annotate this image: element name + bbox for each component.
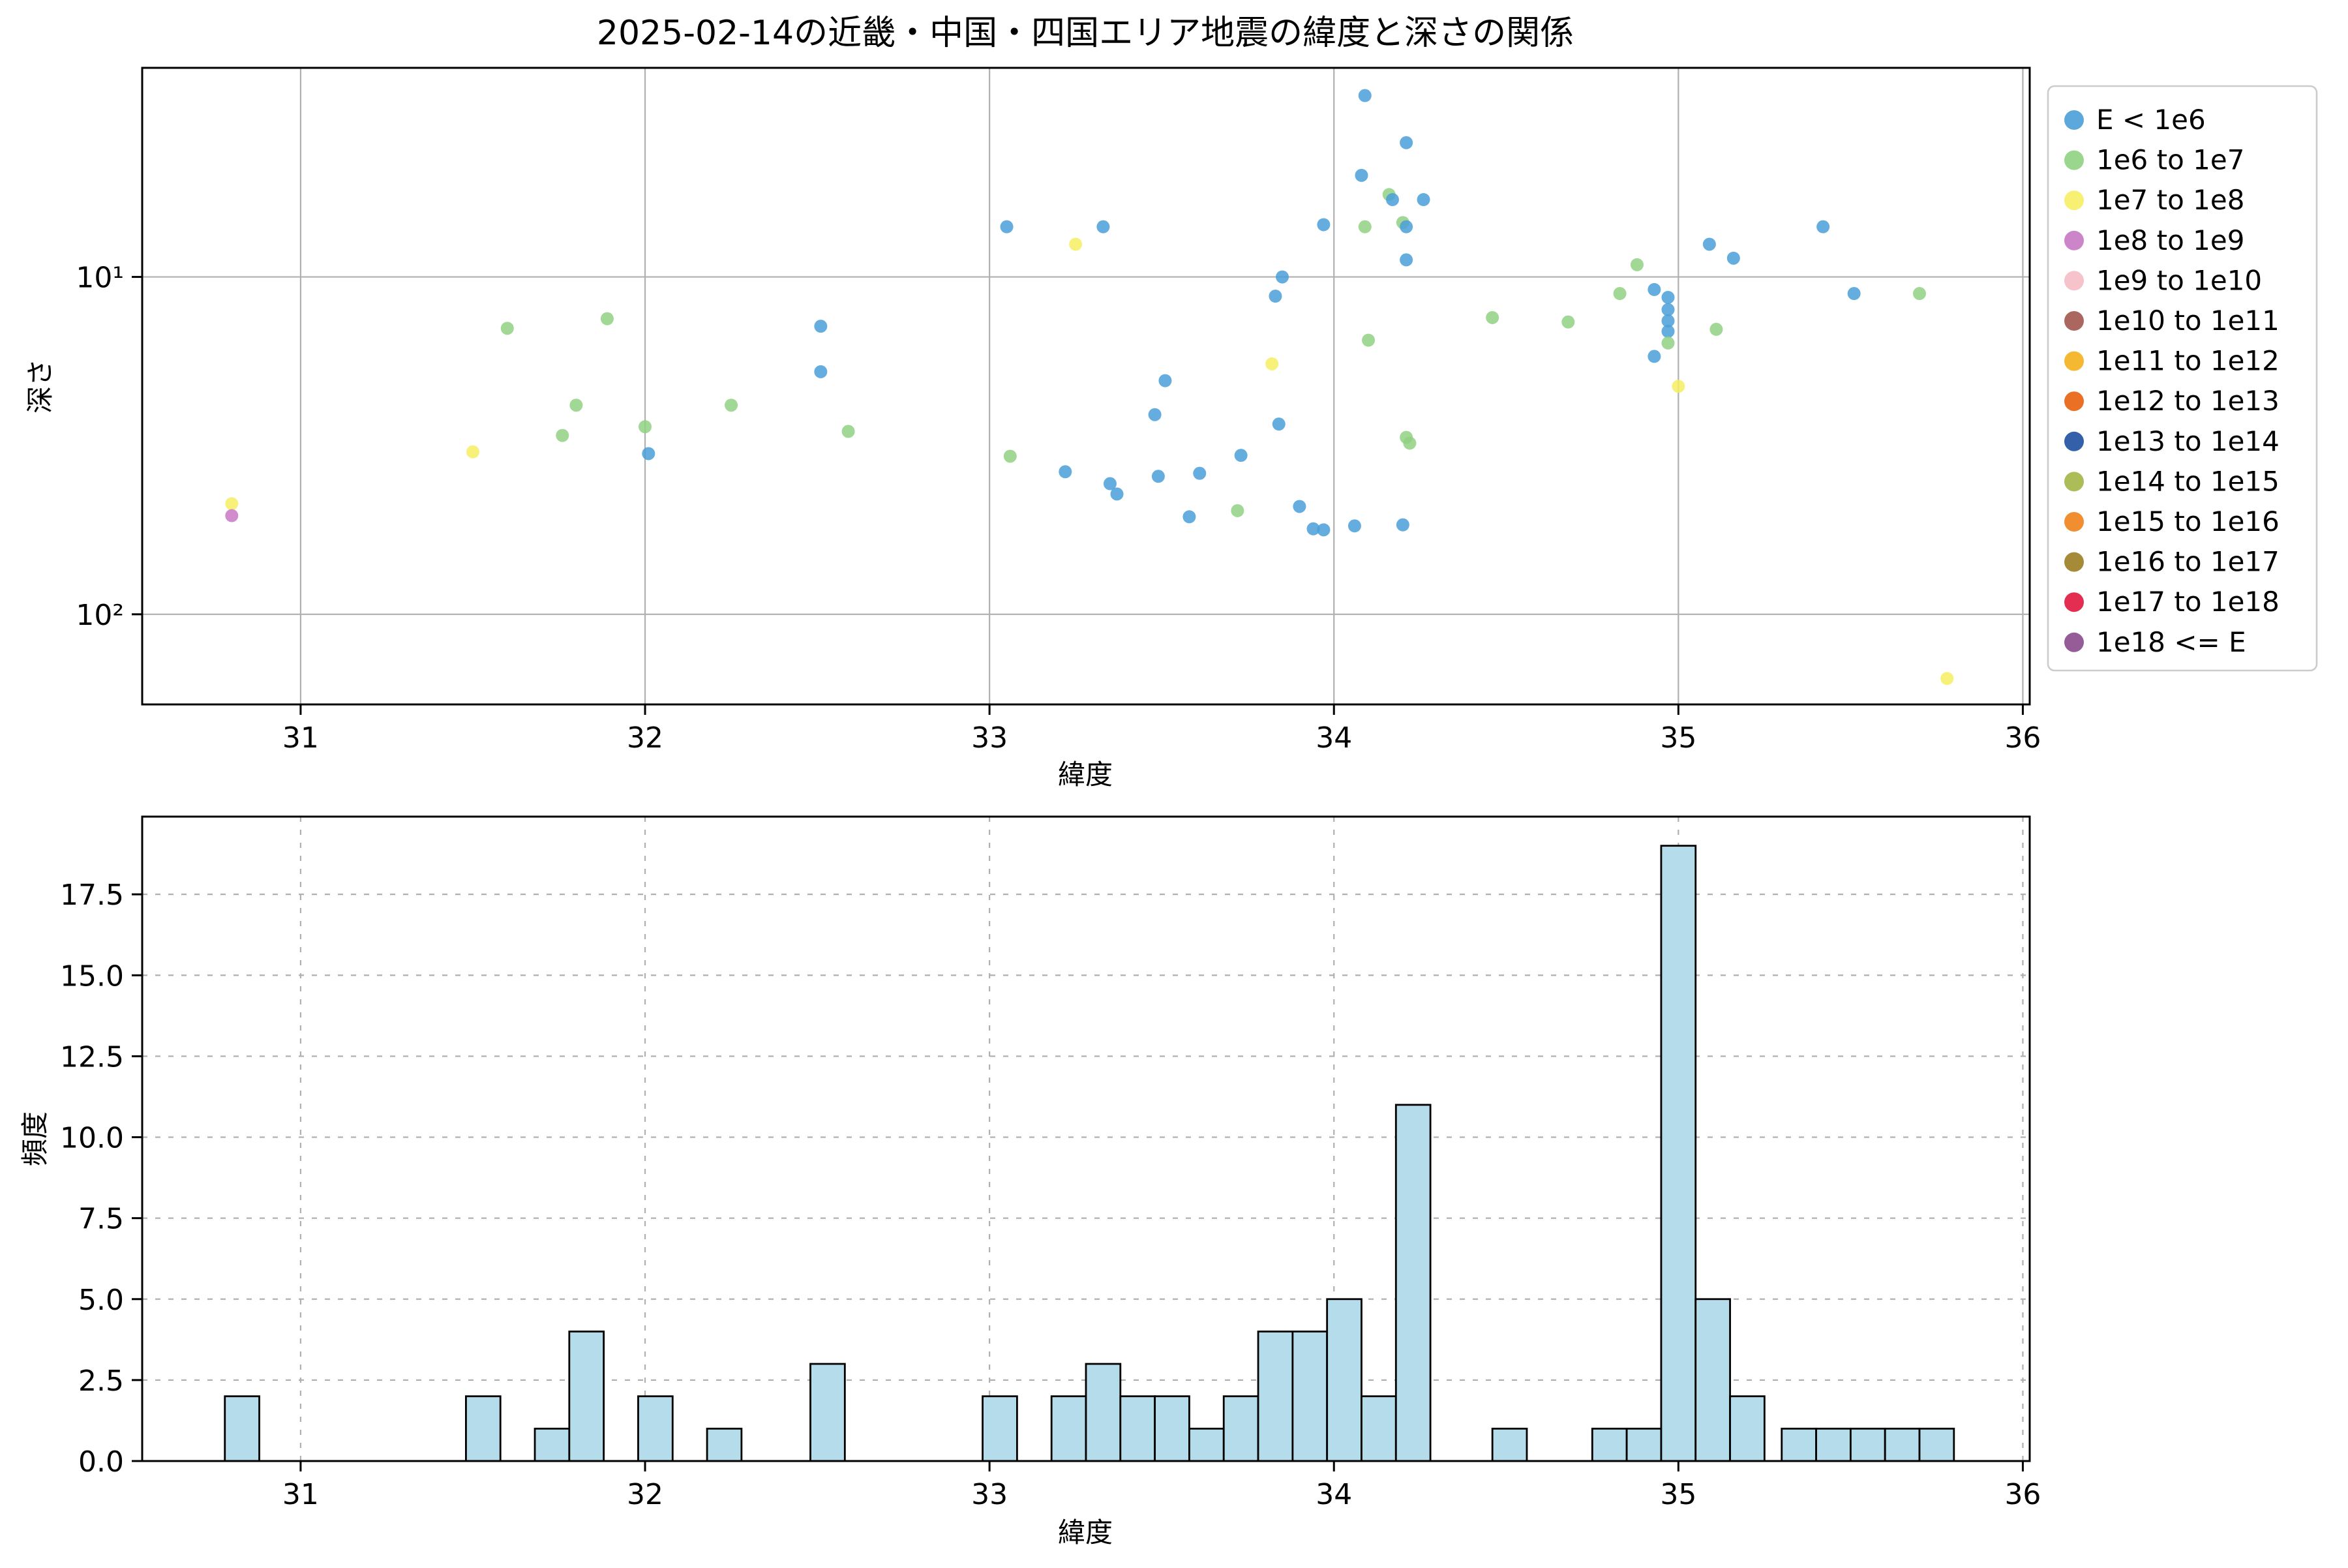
histogram-xlabel: 緯度 (1058, 1516, 1113, 1548)
svg-text:34: 34 (1316, 1478, 1352, 1511)
svg-text:1e9 to 1e10: 1e9 to 1e10 (2096, 264, 2262, 296)
histogram-bars (224, 845, 1955, 1462)
svg-text:1e10 to 1e11: 1e10 to 1e11 (2096, 305, 2280, 337)
svg-text:1e17 to 1e18: 1e17 to 1e18 (2096, 586, 2280, 618)
legend: E < 1e6 1e6 to 1e7 1e7 to 1e8 1e8 to 1e9 1e9… (2047, 85, 2318, 672)
scatter-ticks: 31 32 33 34 35 36 10¹ 10² (76, 262, 2041, 755)
svg-text:36: 36 (2004, 1478, 2041, 1511)
svg-text:10¹: 10¹ (76, 262, 124, 295)
svg-text:33: 33 (971, 1478, 1008, 1511)
svg-text:0.0: 0.0 (78, 1445, 124, 1479)
svg-text:1e13 to 1e14: 1e13 to 1e14 (2096, 425, 2280, 457)
svg-text:1e11 to 1e12: 1e11 to 1e12 (2096, 345, 2280, 377)
svg-text:35: 35 (1660, 1478, 1696, 1511)
histogram-ticks: 31 32 33 34 35 36 0.0 2.5 5.0 7.5 10.0 12.5 15.0 17.5 (60, 879, 2041, 1511)
svg-text:35: 35 (1660, 721, 1696, 755)
histogram-ylabel: 頻度 (19, 1111, 51, 1166)
scatter-axes-frame (141, 67, 2031, 706)
svg-text:36: 36 (2004, 721, 2041, 755)
svg-text:E < 1e6: E < 1e6 (2096, 104, 2206, 136)
svg-text:1e8 to 1e9: 1e8 to 1e9 (2096, 224, 2244, 256)
svg-text:32: 32 (627, 721, 663, 755)
svg-text:1e16 to 1e17: 1e16 to 1e17 (2096, 546, 2280, 578)
svg-text:17.5: 17.5 (60, 879, 124, 912)
svg-text:1e12 to 1e13: 1e12 to 1e13 (2096, 385, 2280, 417)
svg-text:5.0: 5.0 (78, 1284, 124, 1317)
svg-text:1e18 <= E: 1e18 <= E (2096, 626, 2246, 658)
scatter-xlabel: 緯度 (1058, 759, 1113, 791)
svg-text:10²: 10² (76, 599, 124, 632)
svg-text:10.0: 10.0 (60, 1122, 124, 1155)
chart-title: 2025-02-14の近畿・中国・四国エリア地震の緯度と深さの関係 (597, 14, 1574, 53)
scatter-gridlines (142, 68, 2030, 704)
scatter-ylabel: 深さ (24, 359, 56, 414)
svg-text:1e15 to 1e16: 1e15 to 1e16 (2096, 505, 2280, 537)
svg-text:1e7 to 1e8: 1e7 to 1e8 (2096, 184, 2244, 216)
svg-text:31: 31 (282, 721, 319, 755)
svg-text:7.5: 7.5 (78, 1203, 124, 1236)
svg-text:1e14 to 1e15: 1e14 to 1e15 (2096, 465, 2280, 497)
svg-text:15.0: 15.0 (60, 959, 124, 993)
svg-text:2.5: 2.5 (78, 1364, 124, 1398)
svg-text:31: 31 (282, 1478, 319, 1511)
svg-text:32: 32 (627, 1478, 663, 1511)
svg-text:34: 34 (1316, 721, 1352, 755)
scatter-points (225, 89, 1954, 686)
svg-text:33: 33 (971, 721, 1008, 755)
svg-text:12.5: 12.5 (60, 1040, 124, 1074)
histogram-axes-frame (141, 815, 2031, 1462)
svg-text:1e6 to 1e7: 1e6 to 1e7 (2096, 144, 2244, 176)
